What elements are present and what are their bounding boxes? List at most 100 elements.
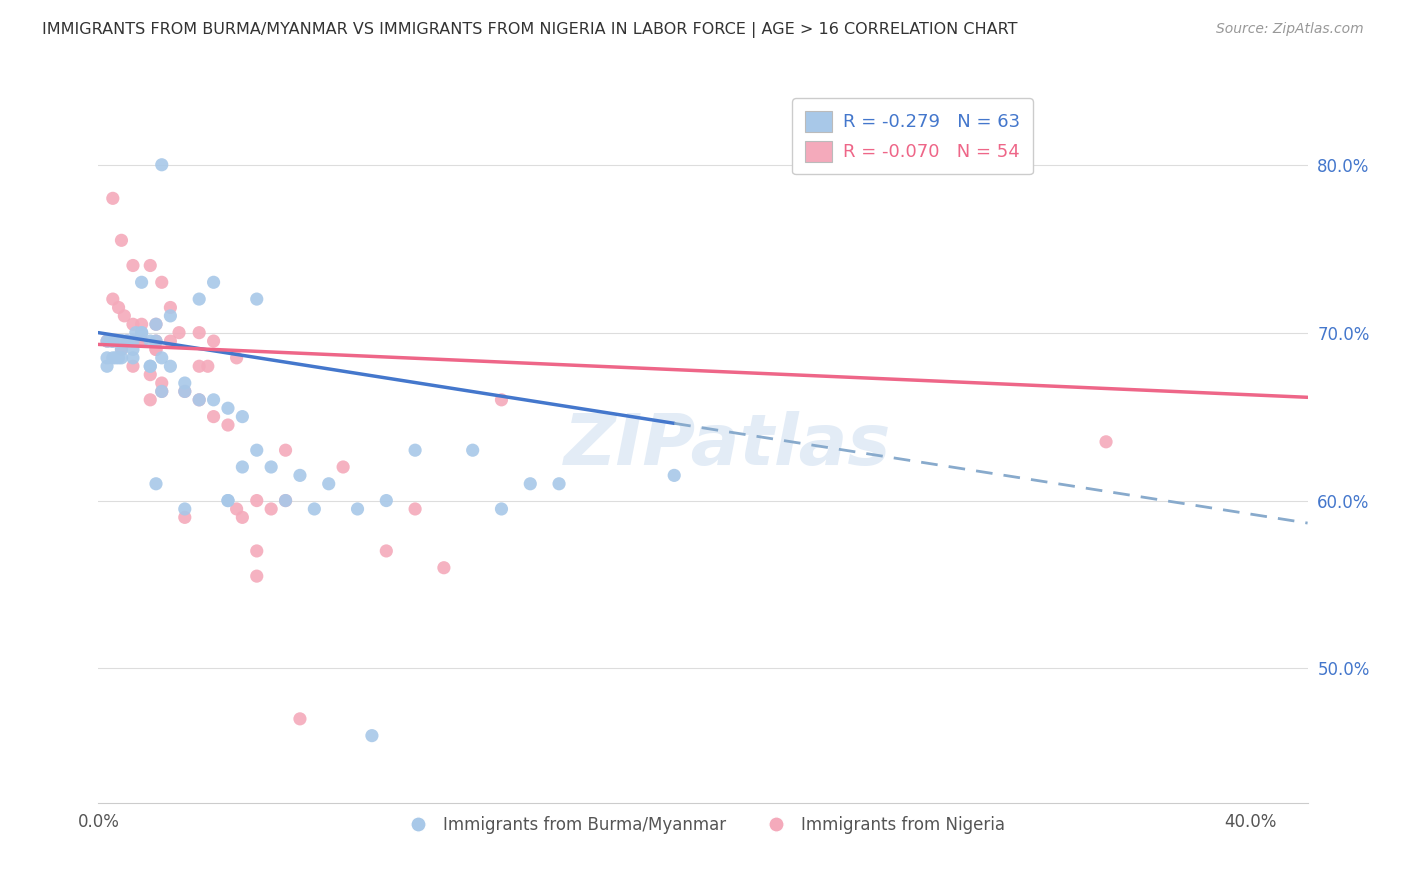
Point	[217, 417, 239, 432]
Point	[139, 392, 162, 407]
Point	[107, 301, 129, 315]
Point	[104, 351, 127, 365]
Point	[375, 493, 398, 508]
Point	[231, 460, 253, 475]
Point	[101, 334, 124, 348]
Point	[188, 392, 211, 407]
Point	[173, 384, 195, 399]
Point	[217, 493, 239, 508]
Point	[139, 359, 162, 374]
Point	[491, 502, 513, 516]
Point	[246, 569, 269, 583]
Point	[167, 326, 190, 340]
Point	[110, 334, 132, 348]
Point	[125, 326, 148, 340]
Point	[188, 392, 211, 407]
Point	[332, 460, 354, 475]
Point	[115, 334, 138, 348]
Point	[231, 409, 253, 424]
Point	[96, 351, 118, 365]
Point	[150, 275, 173, 289]
Point	[122, 351, 145, 365]
Point	[404, 502, 426, 516]
Point	[101, 334, 124, 348]
Point	[112, 309, 135, 323]
Point	[318, 476, 340, 491]
Point	[231, 510, 253, 524]
Point	[159, 301, 181, 315]
Point	[173, 502, 195, 516]
Point	[145, 343, 167, 357]
Point	[173, 376, 195, 390]
Point	[115, 334, 138, 348]
Point	[361, 729, 384, 743]
Point	[110, 343, 132, 357]
Point	[101, 334, 124, 348]
Point	[461, 443, 484, 458]
Point	[197, 359, 219, 374]
Point	[139, 334, 162, 348]
Point	[433, 560, 456, 574]
Point	[107, 351, 129, 365]
Point	[519, 476, 541, 491]
Point	[110, 343, 132, 357]
Point	[139, 368, 162, 382]
Text: Source: ZipAtlas.com: Source: ZipAtlas.com	[1216, 22, 1364, 37]
Point	[274, 493, 297, 508]
Point	[122, 334, 145, 348]
Point	[664, 468, 686, 483]
Point	[145, 318, 167, 332]
Point	[202, 409, 225, 424]
Point	[110, 334, 132, 348]
Point	[131, 318, 153, 332]
Point	[122, 318, 145, 332]
Text: ZIPatlas: ZIPatlas	[564, 411, 891, 481]
Point	[225, 351, 247, 365]
Point	[217, 493, 239, 508]
Point	[274, 493, 297, 508]
Point	[150, 384, 173, 399]
Point	[145, 476, 167, 491]
Point	[274, 443, 297, 458]
Point	[122, 259, 145, 273]
Point	[150, 384, 173, 399]
Point	[246, 544, 269, 558]
Point	[202, 334, 225, 348]
Point	[246, 493, 269, 508]
Point	[1095, 434, 1118, 449]
Point	[202, 275, 225, 289]
Point	[188, 292, 211, 306]
Point	[115, 334, 138, 348]
Point	[139, 259, 162, 273]
Legend: Immigrants from Burma/Myanmar, Immigrants from Nigeria: Immigrants from Burma/Myanmar, Immigrant…	[395, 810, 1011, 841]
Point	[188, 326, 211, 340]
Point	[260, 460, 283, 475]
Point	[173, 510, 195, 524]
Point	[246, 292, 269, 306]
Point	[96, 359, 118, 374]
Point	[131, 326, 153, 340]
Text: IMMIGRANTS FROM BURMA/MYANMAR VS IMMIGRANTS FROM NIGERIA IN LABOR FORCE | AGE > : IMMIGRANTS FROM BURMA/MYANMAR VS IMMIGRA…	[42, 22, 1018, 38]
Point	[225, 502, 247, 516]
Point	[491, 392, 513, 407]
Point	[96, 334, 118, 348]
Point	[122, 359, 145, 374]
Point	[173, 384, 195, 399]
Point	[145, 334, 167, 348]
Point	[145, 318, 167, 332]
Point	[131, 275, 153, 289]
Point	[101, 292, 124, 306]
Point	[139, 359, 162, 374]
Point	[150, 376, 173, 390]
Point	[404, 443, 426, 458]
Point	[122, 343, 145, 357]
Point	[110, 351, 132, 365]
Point	[145, 334, 167, 348]
Point	[159, 309, 181, 323]
Point	[96, 334, 118, 348]
Point	[346, 502, 368, 516]
Point	[101, 191, 124, 205]
Point	[107, 334, 129, 348]
Point	[202, 392, 225, 407]
Point	[131, 334, 153, 348]
